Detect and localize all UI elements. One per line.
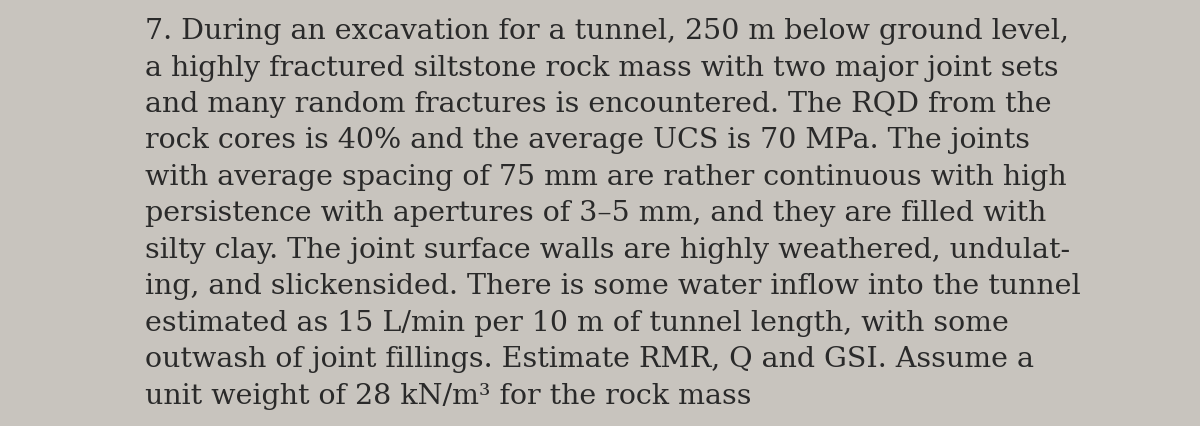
Text: silty clay. The joint surface walls are highly weathered, undulat-: silty clay. The joint surface walls are … (145, 236, 1070, 263)
Text: rock cores is 40% and the average UCS is 70 MPa. The joints: rock cores is 40% and the average UCS is… (145, 127, 1030, 154)
Text: 7. During an excavation for a tunnel, 250 m below ground level,: 7. During an excavation for a tunnel, 25… (145, 18, 1069, 45)
Text: and many random fractures is encountered. The RQD from the: and many random fractures is encountered… (145, 91, 1051, 118)
Text: a highly fractured siltstone rock mass with two major joint sets: a highly fractured siltstone rock mass w… (145, 55, 1058, 81)
Text: unit weight of 28 kN/m³ for the rock mass: unit weight of 28 kN/m³ for the rock mas… (145, 382, 751, 409)
Text: ing, and slickensided. There is some water inflow into the tunnel: ing, and slickensided. There is some wat… (145, 273, 1081, 300)
Text: with average spacing of 75 mm are rather continuous with high: with average spacing of 75 mm are rather… (145, 164, 1067, 190)
Text: estimated as 15 L/min per 10 m of tunnel length, with some: estimated as 15 L/min per 10 m of tunnel… (145, 309, 1009, 336)
Text: persistence with apertures of 3–5 mm, and they are filled with: persistence with apertures of 3–5 mm, an… (145, 200, 1046, 227)
Text: outwash of joint fillings. Estimate RMR, Q and GSI. Assume a: outwash of joint fillings. Estimate RMR,… (145, 345, 1034, 373)
